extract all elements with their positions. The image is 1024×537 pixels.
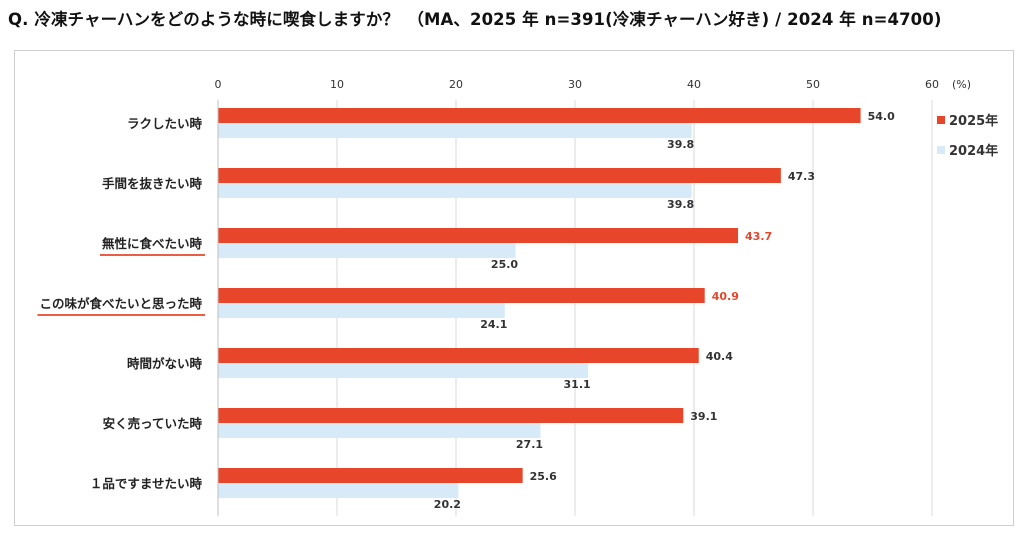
x-tick-label: 30 bbox=[568, 78, 582, 91]
bar-2025 bbox=[218, 408, 684, 423]
value-label-2024: 24.1 bbox=[480, 318, 507, 331]
value-label-2025: 25.6 bbox=[530, 470, 557, 483]
category-label: この味が食べたいと思った時 bbox=[39, 296, 202, 311]
value-label-2024: 39.8 bbox=[667, 138, 694, 151]
x-tick-label: 40 bbox=[687, 78, 701, 91]
bar-2025 bbox=[218, 468, 523, 483]
category-label: 手間を抜きたい時 bbox=[102, 176, 203, 191]
value-label-2024: 20.2 bbox=[434, 498, 461, 511]
legend-label-2024: 2024年 bbox=[949, 143, 998, 159]
unit-label: (%) bbox=[952, 78, 971, 91]
x-tick-label: 60 bbox=[925, 78, 939, 91]
bar-2024 bbox=[218, 303, 505, 318]
category-label: ラクしたい時 bbox=[127, 116, 203, 131]
category-label: 時間がない時 bbox=[127, 356, 203, 371]
bar-2024 bbox=[218, 123, 692, 138]
bar-2025 bbox=[218, 288, 705, 303]
value-label-2024: 39.8 bbox=[667, 198, 694, 211]
bar-2024 bbox=[218, 183, 692, 198]
x-tick-label: 0 bbox=[215, 78, 222, 91]
bar-2025 bbox=[218, 108, 861, 123]
x-tick-label: 50 bbox=[806, 78, 820, 91]
bar-2024 bbox=[218, 423, 541, 438]
value-label-2024: 25.0 bbox=[491, 258, 518, 271]
bar-2024 bbox=[218, 363, 589, 378]
value-label-2024: 31.1 bbox=[564, 378, 591, 391]
value-label-2024: 27.1 bbox=[516, 438, 543, 451]
bar-2025 bbox=[218, 348, 699, 363]
value-label-2025: 43.7 bbox=[745, 230, 772, 243]
category-label: 無性に食べたい時 bbox=[102, 236, 203, 251]
x-tick-label: 20 bbox=[449, 78, 463, 91]
bar-2025 bbox=[218, 228, 739, 243]
bar-2024 bbox=[218, 483, 459, 498]
category-label: 安く売っていた時 bbox=[103, 416, 203, 431]
bar-2025 bbox=[218, 168, 781, 183]
value-label-2025: 40.9 bbox=[712, 290, 739, 303]
legend-label-2025: 2025年 bbox=[949, 113, 998, 129]
category-label: １品ですませたい時 bbox=[90, 476, 203, 491]
legend-swatch-2024 bbox=[937, 146, 945, 154]
value-label-2025: 40.4 bbox=[706, 350, 733, 363]
value-label-2025: 54.0 bbox=[868, 110, 895, 123]
question-title: Q. 冷凍チャーハンをどのような時に喫食しますか？ （MA、2025 年 n=3… bbox=[8, 10, 942, 29]
x-tick-label: 10 bbox=[330, 78, 344, 91]
value-label-2025: 39.1 bbox=[690, 410, 717, 423]
legend-swatch-2025 bbox=[937, 116, 945, 124]
bar-2024 bbox=[218, 243, 516, 258]
value-label-2025: 47.3 bbox=[788, 170, 815, 183]
